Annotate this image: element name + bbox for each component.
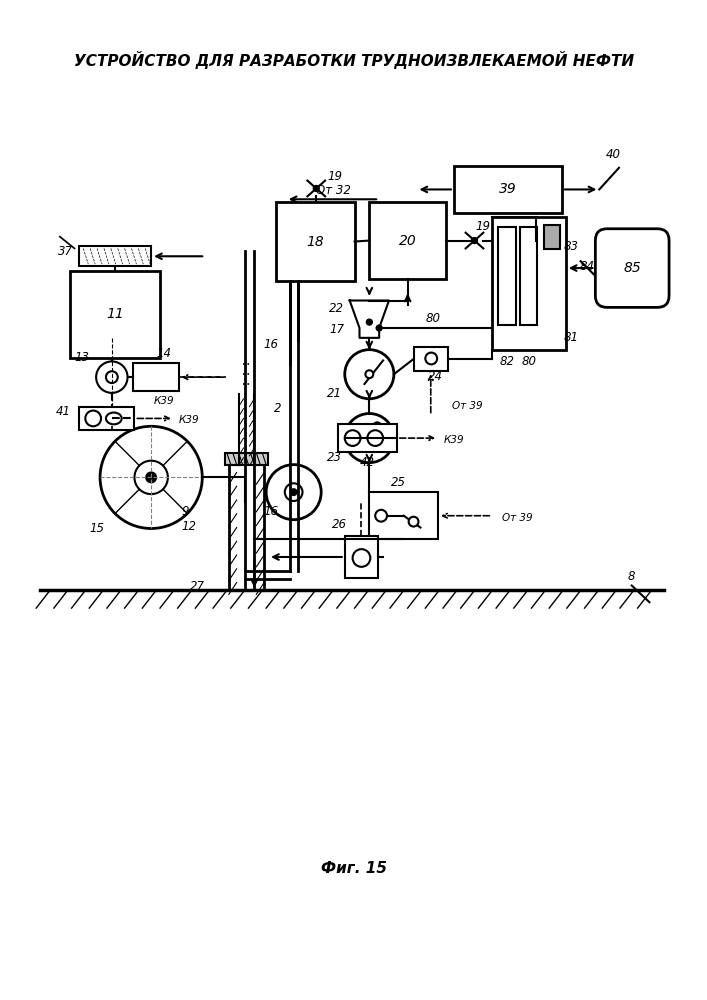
Text: 18: 18	[306, 235, 324, 249]
Text: 24: 24	[428, 370, 443, 383]
Circle shape	[376, 325, 382, 331]
Text: 39: 39	[499, 182, 517, 196]
Bar	[498, 227, 516, 325]
Circle shape	[266, 465, 321, 520]
Circle shape	[106, 371, 118, 383]
Bar	[134, 363, 179, 391]
Circle shape	[426, 353, 437, 364]
Circle shape	[134, 461, 168, 494]
Text: 80: 80	[522, 355, 537, 368]
Text: 2: 2	[274, 402, 281, 415]
Text: 82: 82	[499, 355, 515, 368]
Bar	[369, 202, 446, 279]
Circle shape	[345, 414, 394, 463]
Bar	[225, 453, 268, 465]
Text: 16: 16	[264, 338, 279, 351]
FancyBboxPatch shape	[595, 229, 669, 307]
Text: 23: 23	[327, 451, 342, 464]
Text: 41: 41	[56, 405, 71, 418]
Circle shape	[366, 319, 373, 325]
Circle shape	[96, 361, 127, 393]
Bar	[369, 492, 438, 539]
Circle shape	[409, 517, 419, 527]
Text: 15: 15	[90, 522, 105, 535]
Text: От 32: От 32	[316, 184, 351, 197]
Text: 12: 12	[181, 520, 196, 533]
Text: 11: 11	[106, 307, 124, 321]
Text: 21: 21	[327, 387, 342, 400]
Ellipse shape	[106, 413, 122, 424]
Text: 37: 37	[58, 245, 73, 258]
Text: УСТРОЙСТВО ДЛЯ РАЗРАБОТКИ ТРУДНОИЗВЛЕКАЕМОЙ НЕФТИ: УСТРОЙСТВО ДЛЯ РАЗРАБОТКИ ТРУДНОИЗВЛЕКАЕ…	[74, 51, 633, 69]
Text: 9: 9	[182, 505, 189, 518]
Bar	[454, 166, 562, 213]
Circle shape	[472, 238, 477, 244]
Text: 80: 80	[426, 312, 440, 325]
Text: 83: 83	[563, 240, 578, 253]
Bar	[544, 225, 560, 249]
Circle shape	[366, 370, 373, 378]
Circle shape	[313, 186, 319, 191]
Text: От 39: От 39	[452, 401, 483, 411]
Text: К39: К39	[444, 435, 464, 445]
Text: 40: 40	[606, 148, 621, 161]
Text: 22: 22	[329, 302, 344, 315]
Circle shape	[353, 549, 370, 567]
Circle shape	[285, 483, 303, 501]
Bar	[69, 271, 160, 358]
Text: К39: К39	[153, 396, 174, 406]
Text: 42: 42	[360, 456, 375, 469]
Text: 17: 17	[329, 323, 344, 336]
Text: 84: 84	[580, 260, 595, 273]
Text: 19: 19	[327, 170, 342, 183]
Bar	[345, 536, 378, 578]
Text: 13: 13	[75, 351, 90, 364]
Bar	[338, 424, 397, 452]
Text: Фиг. 15: Фиг. 15	[320, 861, 387, 876]
Polygon shape	[350, 301, 389, 338]
Bar	[492, 217, 566, 350]
Text: От 39: От 39	[502, 513, 532, 523]
Circle shape	[368, 430, 383, 446]
Circle shape	[375, 510, 387, 522]
Bar	[276, 202, 355, 281]
Text: 19: 19	[476, 220, 491, 233]
Circle shape	[100, 426, 202, 528]
Circle shape	[86, 411, 101, 426]
Circle shape	[291, 489, 297, 495]
Text: 27: 27	[190, 580, 205, 593]
Text: 85: 85	[624, 261, 641, 275]
Text: 25: 25	[391, 476, 407, 489]
Text: 14: 14	[156, 347, 171, 360]
Bar	[79, 246, 151, 266]
Text: 8: 8	[628, 570, 636, 583]
Text: 16: 16	[264, 505, 279, 518]
Bar	[79, 407, 134, 430]
Text: 26: 26	[332, 518, 347, 531]
Circle shape	[345, 350, 394, 399]
Circle shape	[373, 422, 381, 430]
Text: 20: 20	[399, 234, 416, 248]
Bar	[520, 227, 537, 325]
Circle shape	[345, 430, 361, 446]
Text: 81: 81	[563, 331, 578, 344]
Text: К39: К39	[179, 415, 199, 425]
Bar	[414, 347, 448, 371]
Circle shape	[146, 472, 156, 482]
